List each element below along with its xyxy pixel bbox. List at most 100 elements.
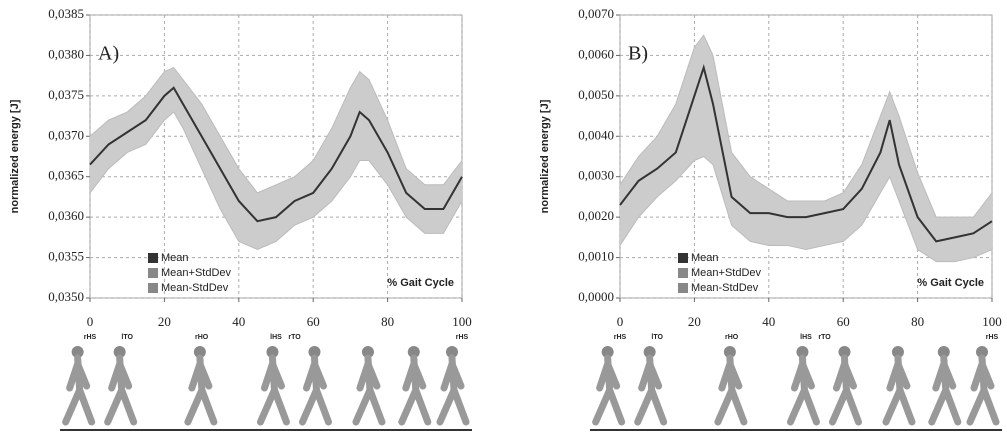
plot-area	[89, 14, 463, 299]
walker-head	[71, 346, 84, 358]
y-axis-label: normalized energy [J]	[539, 99, 551, 213]
walker-body	[398, 354, 432, 426]
phase-label: rHS	[986, 334, 999, 341]
walker-body	[62, 354, 96, 426]
x-tick-label: 100	[982, 314, 1002, 329]
x-tick-label: 20	[688, 314, 701, 329]
walker-head	[976, 346, 988, 358]
y-tick-label: 0,0030	[578, 168, 614, 183]
walker-head	[937, 346, 950, 358]
x-tick-label: 20	[158, 314, 171, 329]
y-tick-label: 0,0385	[48, 6, 84, 21]
y-tick-label: 0,0000	[578, 289, 614, 304]
phase-label: rHS	[84, 334, 97, 341]
x-tick-label: 100	[452, 314, 472, 329]
std-band	[620, 35, 992, 262]
y-tick-label: 0,0010	[578, 249, 614, 264]
phase-label: lTO	[121, 334, 133, 341]
walker-body	[928, 354, 962, 426]
y-tick-label: 0,0350	[48, 289, 84, 304]
legend-label: Mean-StdDev	[691, 282, 759, 294]
y-axis-label: normalized energy [J]	[9, 99, 21, 213]
x-tick-label: 0	[87, 314, 94, 329]
x-tick-label: 40	[762, 314, 775, 329]
walker-body	[256, 354, 290, 426]
series-line	[89, 111, 463, 251]
y-tick-label: 0,0375	[48, 87, 84, 102]
legend-swatch	[148, 253, 158, 263]
walker-head	[796, 346, 809, 358]
legend-label: Mean	[161, 252, 189, 264]
phase-label: rTO	[818, 334, 831, 341]
legend-swatch	[678, 268, 688, 278]
walker-body	[882, 354, 916, 426]
x-tick-label: 40	[232, 314, 245, 329]
legend-swatch	[148, 283, 158, 293]
walker-body	[184, 354, 218, 426]
y-tick-label: 0,0060	[578, 46, 614, 61]
walkers	[592, 346, 1000, 426]
series-line	[619, 155, 993, 263]
walker-body	[436, 354, 470, 426]
x-tick-label: 60	[837, 314, 850, 329]
y-tick-label: 0,0380	[48, 46, 84, 61]
walker-head	[723, 346, 736, 358]
legend-swatch	[678, 253, 688, 263]
walker-body	[298, 354, 332, 426]
x-tick-label: 80	[911, 314, 924, 329]
walker-head	[643, 346, 656, 358]
phase-label: lTO	[651, 334, 663, 341]
walker-head	[361, 346, 374, 358]
legend-swatch	[148, 268, 158, 278]
walker-head	[193, 346, 206, 358]
walker-head	[601, 346, 614, 358]
walker-body	[592, 354, 626, 426]
y-tick-label: 0,0360	[48, 208, 84, 223]
series-line	[89, 86, 463, 223]
phase-label: rHS	[456, 334, 469, 341]
walker-head	[113, 346, 126, 358]
series-line	[619, 34, 993, 218]
walkers	[62, 346, 470, 426]
legend-label: Mean	[691, 252, 719, 264]
walker-body	[634, 354, 668, 426]
walker-body	[966, 354, 1000, 426]
x-tick-label: 0	[617, 314, 624, 329]
y-tick-label: 0,0370	[48, 127, 84, 142]
walker-body	[104, 354, 138, 426]
series-line	[619, 63, 993, 243]
y-tick-label: 0,0040	[578, 127, 614, 142]
phase-label: rHO	[725, 334, 739, 341]
phase-label: rTO	[288, 334, 301, 341]
series-line	[89, 66, 463, 194]
y-tick-label: 0,0020	[578, 208, 614, 223]
walker-body	[352, 354, 386, 426]
walker-head	[838, 346, 851, 358]
walker-head	[446, 346, 458, 358]
y-tick-label: 0,0355	[48, 249, 84, 264]
x-tick-label: 60	[307, 314, 320, 329]
phase-label: lHS	[270, 334, 282, 341]
legend-label: Mean+StdDev	[161, 267, 232, 279]
x-axis-label: % Gait Cycle	[387, 277, 454, 289]
legend-label: Mean+StdDev	[691, 267, 762, 279]
panel-label: A)	[98, 43, 119, 65]
walker-head	[266, 346, 279, 358]
x-axis-label: % Gait Cycle	[917, 277, 984, 289]
phase-label: lHS	[800, 334, 812, 341]
y-tick-label: 0,0050	[578, 87, 614, 102]
walker-body	[714, 354, 748, 426]
std-band	[90, 67, 462, 250]
walker-head	[407, 346, 420, 358]
y-tick-label: 0,0070	[578, 6, 614, 21]
phase-label: rHS	[614, 334, 627, 341]
phase-label: rHO	[195, 334, 209, 341]
legend-swatch	[678, 283, 688, 293]
x-tick-label: 80	[381, 314, 394, 329]
walker-head	[308, 346, 321, 358]
legend-label: Mean-StdDev	[161, 282, 229, 294]
walker-body	[786, 354, 820, 426]
walker-body	[828, 354, 862, 426]
walker-head	[891, 346, 904, 358]
